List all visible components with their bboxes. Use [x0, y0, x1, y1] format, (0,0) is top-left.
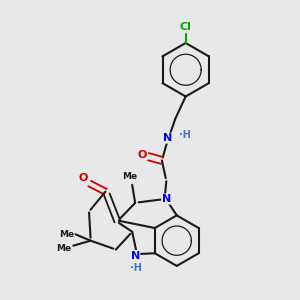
Text: O: O	[138, 150, 147, 160]
Text: O: O	[78, 173, 88, 183]
Text: N: N	[163, 133, 172, 143]
Text: Me: Me	[122, 172, 137, 181]
Text: Me: Me	[56, 244, 71, 253]
Text: N: N	[130, 250, 140, 260]
Text: Cl: Cl	[180, 22, 192, 32]
Text: N: N	[162, 194, 171, 204]
Text: Me: Me	[59, 230, 74, 239]
Text: ·H: ·H	[130, 263, 142, 273]
Text: ·H: ·H	[179, 130, 191, 140]
